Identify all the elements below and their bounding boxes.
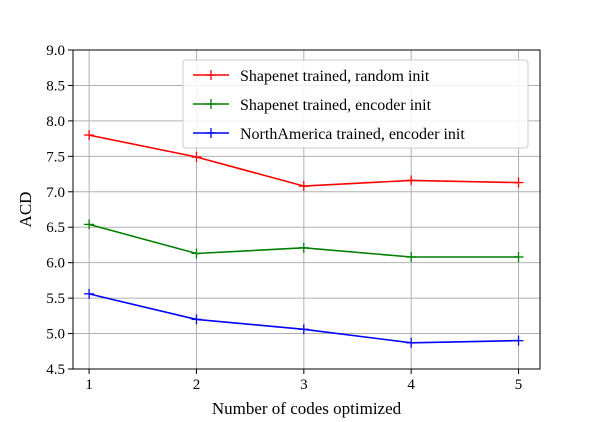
data-point-marker <box>84 288 95 299</box>
x-axis-label: Number of codes optimized <box>212 399 402 418</box>
y-tick-label: 6.0 <box>46 256 65 272</box>
data-point-marker <box>191 248 202 259</box>
data-point-marker <box>298 242 309 253</box>
data-point-marker <box>406 175 417 186</box>
data-point-marker <box>84 219 95 230</box>
y-tick-label: 9.0 <box>46 43 65 59</box>
y-tick-label: 4.5 <box>46 362 65 378</box>
y-tick-label: 8.5 <box>46 78 65 94</box>
data-point-marker <box>406 251 417 262</box>
legend-box <box>182 59 529 149</box>
y-tick-label: 5.0 <box>46 327 65 343</box>
legend: Shapenet trained, random init Shapenet tr… <box>182 59 529 149</box>
legend-label: Shapenet trained, encoder init <box>240 97 432 114</box>
axis-ticks: 1 2 3 4 5 4.5 5.0 5.5 6.0 6.5 7.0 7.5 8.0 8.5 9.0 <box>46 43 522 393</box>
y-tick-label: 7.5 <box>46 149 65 165</box>
data-point-marker <box>513 335 524 346</box>
series-group <box>84 130 524 348</box>
data-point-marker <box>513 251 524 262</box>
y-tick-label: 8.0 <box>46 114 65 130</box>
data-point-marker <box>191 314 202 325</box>
y-tick-label: 6.5 <box>46 220 65 236</box>
x-tick-label: 5 <box>515 377 523 393</box>
data-point-marker <box>513 177 524 188</box>
data-point-marker <box>298 324 309 335</box>
data-point-marker <box>298 181 309 192</box>
y-tick-label: 7.0 <box>46 185 65 201</box>
data-point-marker <box>406 337 417 348</box>
data-point-marker <box>84 130 95 141</box>
plot-frame <box>72 49 541 370</box>
x-tick-label: 2 <box>193 377 201 393</box>
x-tick-label: 1 <box>85 377 93 393</box>
x-tick-label: 3 <box>300 377 308 393</box>
data-point-marker <box>191 152 202 163</box>
y-tick-label: 5.5 <box>46 291 65 307</box>
x-tick-label: 4 <box>407 377 415 393</box>
y-axis-label: ACD <box>16 192 35 228</box>
legend-label: NorthAmerica trained, encoder init <box>240 126 465 143</box>
legend-label: Shapenet trained, random init <box>240 68 430 85</box>
